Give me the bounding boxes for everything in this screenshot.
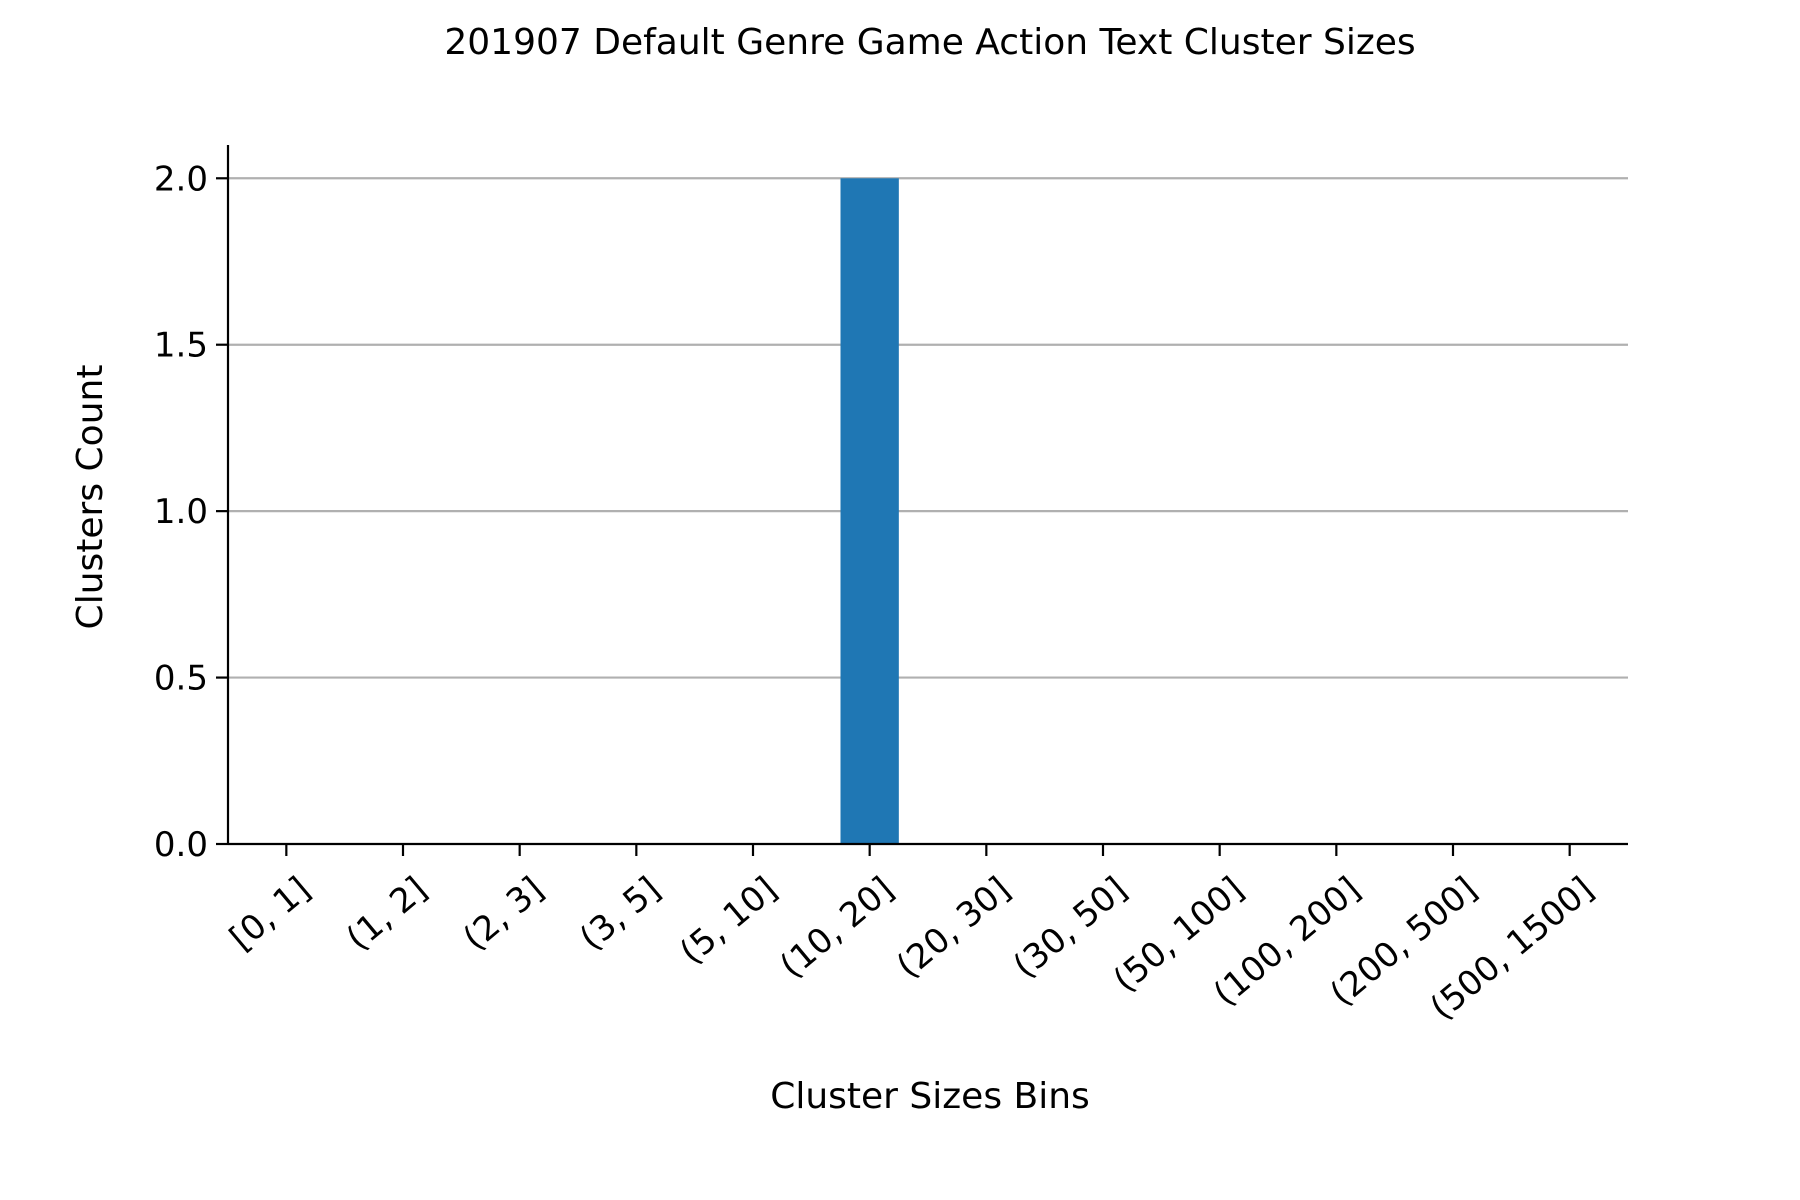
bars — [840, 178, 899, 845]
x-tick-label-0: [0, 1] — [222, 869, 318, 958]
x-axis-label: Cluster Sizes Bins — [770, 1076, 1090, 1117]
y-tick-label-0: 0.0 — [154, 825, 208, 865]
grid-lines — [228, 177, 1628, 679]
y-axis-label: Clusters Count — [70, 365, 111, 630]
chart-title: 201907 Default Genre Game Action Text Cl… — [444, 22, 1415, 63]
x-tick-label-6: (20, 30] — [889, 869, 1018, 986]
y-tick-label-4: 2.0 — [154, 159, 208, 199]
y-tick-label-1: 0.5 — [154, 659, 208, 699]
bar-5 — [840, 178, 899, 845]
x-tick-label-1: (1, 2] — [339, 869, 435, 958]
x-tick-label-2: (2, 3] — [456, 869, 552, 958]
x-ticks: [0, 1] (1, 2] (2, 3] (3, 5] (5, 10](10, 20](… — [222, 844, 1601, 1028]
x-tick-label-5: (10, 20] — [773, 869, 902, 986]
axes — [226, 145, 1628, 846]
y-tick-label-2: 1.0 — [154, 492, 208, 532]
y-tick-label-3: 1.5 — [154, 326, 208, 366]
x-tick-label-4: (5, 10] — [672, 869, 784, 972]
x-tick-label-3: (3, 5] — [572, 869, 668, 958]
y-ticks: 0.0 0.5 1.0 1.5 2.0 — [154, 159, 228, 865]
